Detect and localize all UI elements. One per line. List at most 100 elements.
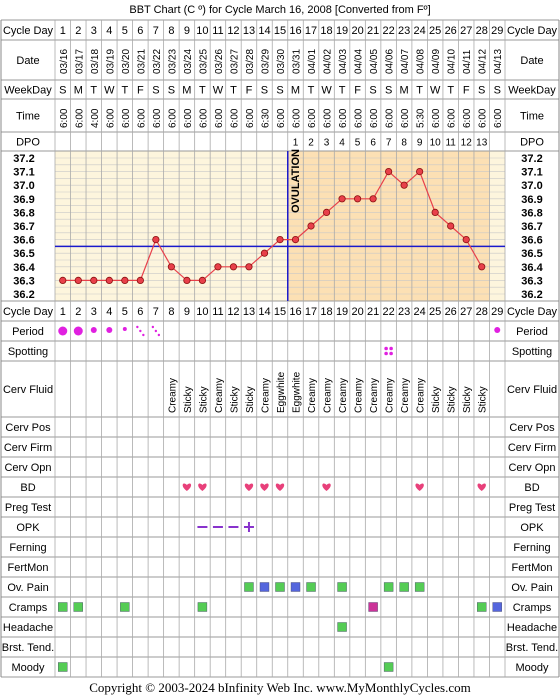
date-label: 03/19: [105, 49, 116, 74]
dpo-number: 6: [370, 138, 376, 149]
cerv-fluid-label: Sticky: [183, 386, 194, 413]
cycle-day-number: 19: [336, 25, 348, 37]
y-tick-left: 36.2: [13, 289, 34, 301]
weekday-label: F: [246, 85, 253, 97]
cycle-day-number-bottom: 7: [153, 306, 159, 318]
time-label: 6:00: [478, 108, 489, 128]
cycle-day-number-bottom: 15: [274, 306, 286, 318]
date-label: 04/12: [478, 49, 489, 74]
cycle-day-number: 15: [274, 25, 286, 37]
cerv-fluid-label: Sticky: [447, 386, 458, 413]
temp-point: [276, 236, 284, 244]
y-tick-left: 36.9: [13, 194, 34, 206]
row-label-right-time: Time: [520, 111, 544, 123]
ov-pain-mark: [337, 582, 347, 592]
temp-point: [121, 276, 129, 284]
row-label-left-cycle_day: Cycle Day: [3, 306, 54, 318]
y-tick-left: 36.8: [13, 207, 34, 219]
weekday-label: S: [59, 85, 66, 97]
cycle-day-number: 10: [196, 25, 208, 37]
cycle-day-number: 20: [351, 25, 363, 37]
cycle-day-number-bottom: 23: [398, 306, 410, 318]
temp-point: [152, 236, 160, 244]
period-spot: [151, 325, 155, 329]
y-tick-right: 37.1: [521, 167, 542, 179]
bd-heart-icon: [244, 483, 254, 491]
cycle-day-number-bottom: 11: [212, 306, 223, 318]
cerv-fluid-label: Sticky: [245, 386, 256, 413]
row-label-left-cerv_pos: Cerv Pos: [5, 422, 51, 434]
y-tick-left: 37.0: [13, 180, 34, 192]
cerv-fluid-label: Eggwhite: [276, 371, 287, 413]
date-label: 04/08: [416, 49, 427, 74]
y-tick-left: 37.1: [13, 167, 34, 179]
cycle-day-number: 26: [445, 25, 457, 37]
cycle-day-number: 2: [75, 25, 81, 37]
time-label: 6:00: [276, 108, 287, 128]
cycle-day-number-bottom: 2: [75, 306, 81, 318]
cycle-day-number-bottom: 12: [227, 306, 239, 318]
row-label-right-cycle_day: Cycle Day: [507, 306, 558, 318]
spotting-dot: [389, 346, 393, 351]
row-label-left-fertmon: FertMon: [8, 562, 49, 574]
temp-point: [478, 263, 486, 271]
cycle-day-number: 12: [227, 25, 239, 37]
period-spot: [139, 329, 142, 333]
date-label: 03/17: [74, 49, 85, 74]
spotting-dot: [389, 351, 393, 356]
dpo-number: 8: [401, 138, 407, 149]
time-label: 6:00: [431, 108, 442, 128]
y-tick-left: 36.5: [13, 248, 34, 260]
date-label: 03/20: [121, 49, 132, 74]
time-label: 6:00: [338, 108, 349, 128]
row-label-left-dpo: DPO: [16, 137, 40, 149]
cerv-fluid-label: Creamy: [323, 378, 334, 413]
cycle-day-number-bottom: 8: [168, 306, 174, 318]
bd-heart-icon: [415, 483, 424, 491]
cramps-mark: [197, 602, 208, 612]
row-label-left-moody: Moody: [11, 662, 45, 674]
row-label-left-opk: OPK: [16, 522, 40, 534]
time-label: 6:00: [105, 108, 116, 128]
cycle-day-number: 29: [491, 25, 503, 37]
cycle-day-number: 11: [212, 25, 223, 37]
date-label: 03/23: [167, 49, 178, 74]
row-label-right-period: Period: [516, 326, 548, 338]
headache-mark: [337, 622, 347, 632]
period-dot-heavy: [73, 326, 83, 336]
cycle-day-number: 17: [305, 25, 317, 37]
time-label: 6:00: [214, 108, 225, 128]
row-label-left-weekday: WeekDay: [4, 85, 52, 97]
time-label: 6:00: [183, 108, 194, 128]
dpo-number: 3: [324, 138, 330, 149]
cycle-day-number-bottom: 3: [91, 306, 97, 318]
temp-point: [400, 181, 408, 189]
row-label-right-ferning: Ferning: [513, 542, 550, 554]
y-tick-right: 36.5: [521, 248, 542, 260]
temp-point: [291, 236, 300, 244]
cycle-day-number-bottom: 19: [336, 306, 348, 318]
y-tick-right: 36.7: [521, 221, 542, 233]
moody-mark: [383, 662, 394, 672]
cerv-fluid-label: Sticky: [478, 386, 489, 413]
cerv-fluid-label: Sticky: [431, 386, 442, 413]
weekday-label: W: [321, 85, 332, 97]
cycle-day-number: 23: [398, 25, 410, 37]
cycle-day-number-bottom: 17: [305, 306, 317, 318]
cerv-fluid-label: Creamy: [167, 378, 178, 413]
row-label-left-time: Time: [16, 111, 40, 123]
ov-pain-mark: [259, 582, 270, 592]
weekday-label: T: [308, 85, 315, 97]
cerv-fluid-label: Creamy: [385, 378, 396, 413]
dpo-number: 10: [430, 138, 442, 149]
y-tick-right: 37.2: [521, 153, 542, 165]
temp-point: [260, 249, 269, 257]
cycle-day-number-bottom: 26: [445, 306, 457, 318]
time-label: 6:00: [59, 108, 70, 128]
weekday-label: T: [416, 85, 423, 97]
row-label-right-cerv_opn: Cerv Opn: [508, 462, 555, 474]
temp-point: [322, 208, 331, 216]
y-tick-left: 36.7: [13, 221, 34, 233]
